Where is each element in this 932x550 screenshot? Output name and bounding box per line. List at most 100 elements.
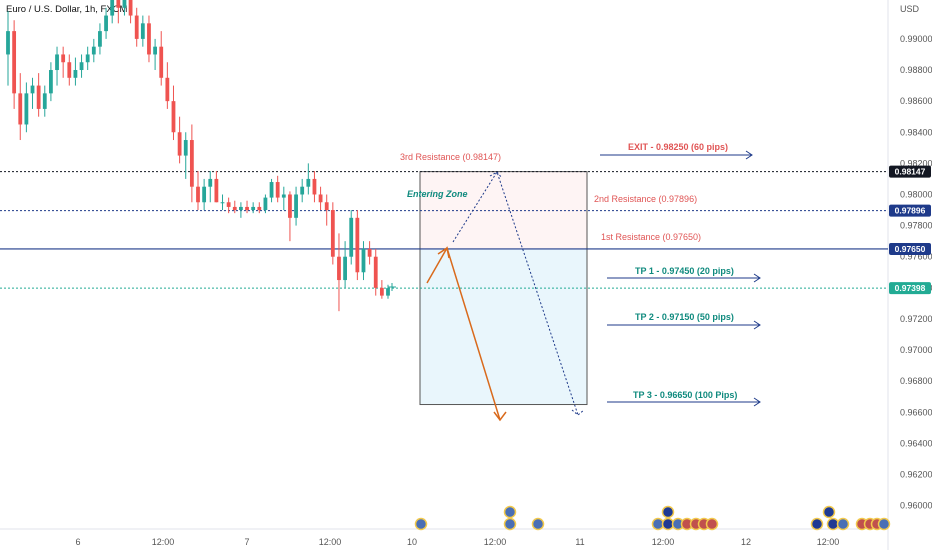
candle-body [288, 194, 292, 218]
price-lines [0, 171, 888, 289]
target-zone-area [420, 248, 587, 405]
candle-body [12, 31, 17, 94]
x-tick-label: 12:00 [152, 537, 175, 547]
event-markers [414, 505, 891, 531]
candle-body [379, 287, 384, 296]
candle-body [159, 46, 164, 78]
candle-body [49, 70, 53, 94]
resistance-1-label: 1st Resistance (0.97650) [601, 232, 701, 242]
candle-body [61, 54, 66, 63]
tp1-label: TP 1 - 0.97450 (20 pips) [635, 266, 734, 276]
us-flag-icon [531, 517, 545, 531]
orange-head-top [437, 246, 450, 259]
us-flag-icon [414, 517, 428, 531]
exit-arrow-head [745, 150, 753, 160]
candle-body [98, 31, 102, 47]
x-tick-label: 12 [741, 537, 751, 547]
price-tag [889, 282, 931, 295]
candle-body [208, 178, 213, 187]
candle-body [324, 202, 329, 211]
currency-label: USD [900, 4, 920, 14]
candle-body [239, 206, 243, 211]
y-tick-label: 0.98600 [900, 96, 932, 106]
y-tick-label: 0.97800 [900, 221, 932, 231]
candle-body [91, 46, 96, 55]
y-tick-label: 0.98800 [900, 65, 932, 75]
tp2-label: TP 2 - 0.97150 (50 pips) [635, 312, 734, 322]
candlesticks [6, 0, 390, 312]
candle-body [306, 178, 311, 187]
candle-body [104, 15, 108, 32]
y-tick-label: 0.96400 [900, 438, 932, 448]
candle-body [110, 0, 115, 16]
candle-body [355, 217, 360, 273]
y-tick-label: 0.97200 [900, 314, 932, 324]
candle-body [140, 23, 145, 39]
tp1-arrow-head [753, 273, 761, 283]
target-arrows [600, 150, 761, 407]
candle-body [263, 197, 268, 211]
y-tick-label: 0.99000 [900, 34, 932, 44]
candle-body [367, 248, 372, 257]
price-tags: 0.98147 0.97896 0.97650 0.97398 [889, 165, 931, 295]
candle-body [343, 256, 347, 281]
candle-body [79, 62, 84, 71]
entering-zone-area [420, 171, 587, 249]
us-flag-icon [836, 517, 850, 531]
eu-flag-icon [661, 505, 675, 519]
candle-body [177, 132, 182, 156]
candle-body [128, 0, 133, 16]
candle-body [312, 178, 317, 195]
candle-body [55, 54, 59, 71]
exit-label: EXIT - 0.98250 (60 pips) [628, 142, 728, 152]
candle-body [281, 194, 286, 198]
x-tick-label: 11 [575, 537, 584, 547]
candle-body [251, 206, 256, 211]
price-tag [889, 242, 931, 255]
eu-flag-icon [810, 517, 824, 531]
y-axis-ticks: 0.99000 0.98800 0.98600 0.98400 0.98200 0.980… [900, 34, 932, 511]
price-tag-label: 0.97650 [895, 244, 926, 254]
x-tick-label: 12:00 [652, 537, 675, 547]
us-flag-icon [877, 517, 891, 531]
candle-body [373, 256, 378, 288]
y-tick-label: 0.98400 [900, 127, 932, 137]
y-tick-label: 0.97000 [900, 345, 932, 355]
candle-body [275, 182, 280, 198]
projection-paths [426, 170, 585, 422]
candle-body [361, 248, 366, 273]
candle-body [42, 93, 47, 109]
candle-body [116, 0, 121, 8]
price-tag-label: 0.97398 [895, 283, 926, 293]
candle-body [6, 31, 10, 55]
price-tag [889, 204, 931, 217]
candle-body [147, 23, 151, 55]
candle-body [189, 140, 194, 187]
candle-body [318, 194, 323, 203]
x-tick-label: 10 [407, 537, 417, 547]
x-tick-label: 12:00 [484, 537, 507, 547]
resistance-3-label: 3rd Resistance (0.98147) [400, 152, 501, 162]
candle-body [122, 0, 127, 8]
candle-body [257, 206, 262, 211]
y-tick-label: 0.97600 [900, 252, 932, 262]
y-tick-label: 0.96200 [900, 470, 932, 480]
tp3-arrow-head [753, 397, 761, 407]
y-tick-label: 0.96000 [900, 501, 932, 511]
chart-title: Euro / U.S. Dollar, 1h, FXCM [6, 4, 128, 15]
x-tick-label: 6 [75, 537, 80, 547]
candle-body [202, 186, 207, 203]
y-tick-label: 0.96800 [900, 376, 932, 386]
x-axis-ticks: 6 12:00 7 12:00 10 12:00 11 12:00 12 12:00 [75, 537, 839, 547]
blue-dotted-top [489, 171, 503, 179]
candle-body [214, 178, 219, 203]
x-tick-label: 7 [244, 537, 249, 547]
entering-zone-label: Entering Zone [407, 189, 468, 199]
candle-body [232, 206, 237, 211]
candle-body [245, 206, 249, 211]
candle-body [30, 85, 35, 94]
candle-body [226, 202, 231, 207]
candle-body [36, 85, 41, 109]
blue-dotted-path [452, 170, 579, 416]
